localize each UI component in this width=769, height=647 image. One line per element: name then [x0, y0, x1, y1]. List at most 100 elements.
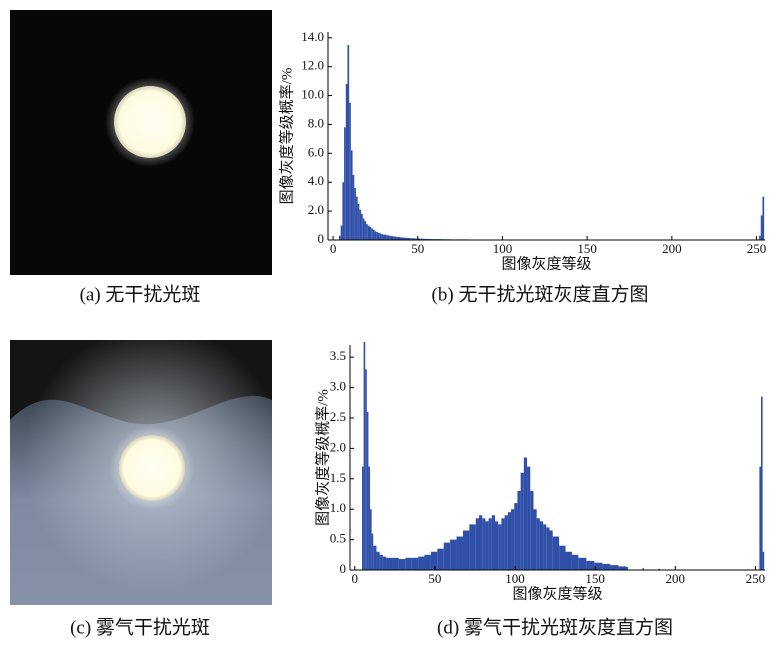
y-tick-label: 0: [340, 561, 347, 576]
histogram-bar: [339, 236, 341, 240]
histogram-bar: [375, 231, 377, 240]
histogram-bar: [463, 530, 469, 570]
histogram-bar: [341, 226, 343, 240]
histogram-bar: [369, 227, 371, 240]
y-tick-label: 3.0: [330, 379, 346, 394]
histogram-bar: [376, 232, 378, 240]
histogram-bar: [354, 188, 356, 240]
histogram-bar: [763, 552, 765, 570]
histogram-bar: [383, 557, 386, 570]
histogram-bar: [399, 559, 405, 570]
caption: (c) 雾气干扰光斑: [70, 616, 210, 638]
histogram-bar: [380, 234, 382, 241]
histogram-bar: [479, 515, 482, 570]
histogram-bar: [393, 237, 396, 240]
histogram-bar: [761, 397, 763, 570]
histogram-bar: [527, 467, 530, 570]
histogram-bar: [380, 555, 383, 570]
histogram-bar: [359, 210, 361, 240]
x-tick-label: 0: [352, 571, 359, 586]
histogram-bar: [372, 534, 374, 570]
histogram-bar: [540, 521, 543, 570]
histogram-bar: [365, 369, 367, 570]
histogram-bar: [425, 555, 431, 570]
histogram-bar: [566, 552, 572, 570]
y-tick-label: 2.5: [330, 409, 346, 424]
photo-c: [10, 340, 272, 605]
histogram-bar: [361, 214, 363, 240]
histogram-bar: [537, 518, 540, 570]
histogram-bar: [362, 467, 364, 570]
y-tick-label: 12.0: [301, 58, 324, 73]
y-tick-label: 3.5: [330, 348, 346, 363]
histogram-bar: [351, 150, 353, 240]
x-tick-label: 50: [411, 241, 424, 256]
histogram-bar: [521, 473, 524, 570]
y-tick-label: 14.0: [301, 29, 324, 44]
histogram-bar: [602, 564, 610, 570]
histogram-bar: [482, 518, 485, 570]
histogram-bar: [392, 558, 398, 570]
y-tick-label: 2.0: [330, 439, 346, 454]
caption: (a) 无干扰光斑: [80, 283, 201, 305]
histogram-bar: [366, 224, 368, 240]
histogram-bar: [373, 546, 376, 570]
x-tick-label: 250: [746, 571, 766, 586]
histogram-bar: [431, 552, 437, 570]
histogram-bar: [546, 527, 549, 570]
histogram-bar: [759, 236, 761, 240]
histogram-bar: [371, 228, 373, 240]
histogram-bar: [514, 503, 517, 570]
histogram-bar: [386, 558, 392, 570]
histogram-bar: [412, 558, 418, 570]
figure: (a) 无干扰光斑 (b) 无干扰光斑灰度直方图 (c) 雾气干扰光斑 (d) …: [0, 0, 769, 642]
histogram-bar: [457, 537, 463, 570]
y-axis-label: 图像灰度等级概率/%: [277, 68, 295, 205]
histogram-bar: [610, 565, 618, 570]
histogram-bar: [444, 543, 450, 570]
histogram-bar: [378, 233, 380, 240]
histogram-bar: [376, 552, 379, 570]
histogram-bar: [549, 530, 552, 570]
y-tick-label: 0.5: [330, 531, 346, 546]
histogram-bar: [383, 235, 386, 240]
x-axis-label: 图像灰度等级: [512, 584, 602, 602]
y-tick-label: 1.0: [330, 500, 346, 515]
histogram-bar: [553, 537, 559, 570]
histogram-bar: [373, 230, 375, 240]
histogram-bar: [386, 235, 389, 240]
x-tick-label: 200: [666, 571, 686, 586]
histogram-bar: [498, 524, 501, 570]
y-axis-label: 图像灰度等级概率/%: [313, 389, 331, 526]
histogram-bar: [559, 546, 565, 570]
y-tick-label: 4.0: [308, 173, 324, 188]
histogram-bar: [364, 342, 366, 570]
histogram-bar: [405, 558, 411, 570]
x-tick-label: 100: [493, 241, 513, 256]
histogram-bar: [364, 221, 366, 240]
x-tick-label: 250: [747, 241, 767, 256]
caption: (b) 无干扰光斑灰度直方图: [432, 283, 649, 305]
x-tick-label: 200: [662, 241, 682, 256]
x-tick-label: 100: [505, 571, 525, 586]
x-tick-label: 150: [577, 241, 597, 256]
y-tick-label: 1.5: [330, 470, 346, 485]
x-tick-label: 50: [428, 571, 441, 586]
histogram-bar: [363, 218, 365, 240]
histogram-bar: [501, 518, 504, 570]
histogram-bar: [368, 467, 370, 570]
histogram-bar: [346, 84, 348, 240]
histogram-bar: [370, 509, 372, 570]
histogram-bar: [349, 103, 351, 240]
histogram-bar: [530, 491, 533, 570]
histogram-bar: [342, 182, 344, 240]
histogram-bar: [762, 197, 764, 240]
histogram-bar: [390, 236, 393, 240]
histogram-bar: [759, 467, 761, 570]
histogram-bar: [761, 215, 763, 240]
histogram-bar: [381, 234, 383, 240]
histogram-bar: [469, 524, 475, 570]
histogram-bar: [533, 509, 536, 570]
histogram-bar: [368, 226, 370, 240]
y-tick-label: 10.0: [301, 87, 324, 102]
